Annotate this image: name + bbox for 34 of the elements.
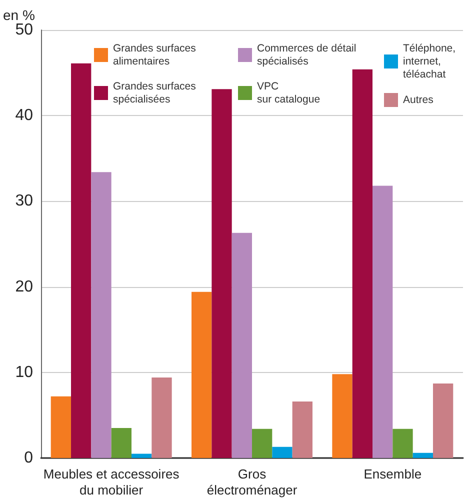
legend-label: Grandes surfaces spécialisées — [113, 80, 196, 106]
bar — [252, 428, 272, 458]
bar — [292, 402, 312, 458]
y-tick-label: 20 — [15, 278, 34, 296]
y-tick-label: 50 — [15, 22, 34, 38]
legend-label: Autres — [403, 94, 434, 106]
bar — [432, 384, 454, 458]
bar — [392, 428, 413, 458]
bar — [192, 292, 212, 458]
y-tick-label: 30 — [15, 192, 34, 210]
x-tick-label: Gros électroménager — [206, 466, 298, 498]
bar — [212, 89, 232, 458]
bar — [332, 374, 352, 458]
legend-label: VPC sur catalogue — [257, 80, 320, 106]
y-axis-title: en % — [3, 7, 35, 23]
bar — [272, 446, 292, 458]
x-tick-label: Meubles et accessoires du mobilier — [43, 466, 180, 498]
bar — [232, 232, 252, 458]
legend-label: Téléphone, internet, téléachat — [403, 42, 456, 80]
y-tick-label: 0 — [24, 450, 34, 466]
legend-label: Grandes surfaces alimentaires — [113, 42, 196, 68]
legend-label: Commerces de détail spécialisés — [257, 42, 356, 68]
bar — [372, 186, 393, 458]
bar — [131, 454, 152, 458]
bar — [152, 378, 172, 458]
bar — [352, 69, 373, 458]
x-tick-label: Ensemble — [364, 466, 422, 482]
y-tick-label: 40 — [15, 107, 34, 124]
bar — [412, 452, 433, 458]
bar — [50, 396, 72, 458]
bar — [111, 428, 132, 458]
bar — [71, 63, 92, 458]
y-tick-label: 10 — [15, 364, 34, 381]
bar — [91, 172, 112, 458]
